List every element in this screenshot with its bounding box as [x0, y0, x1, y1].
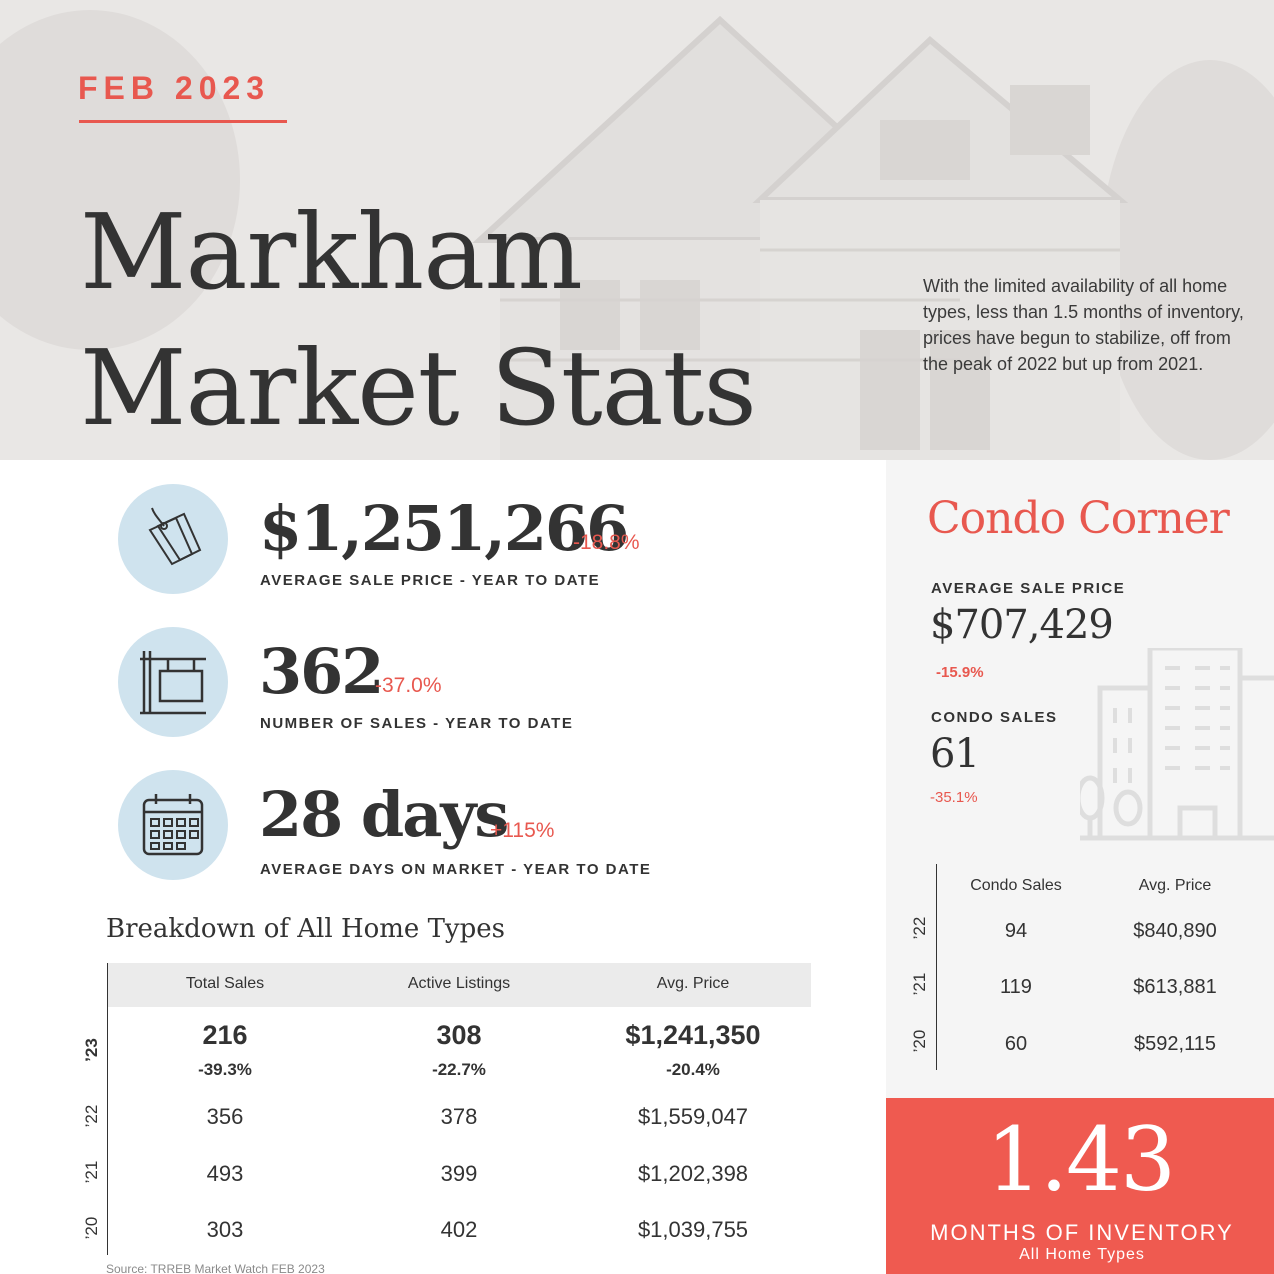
condo-table-axis-line: [936, 864, 937, 1070]
sold-sign-icon: [140, 651, 206, 715]
condo-avg-price: $707,429: [930, 602, 1114, 648]
price-tag-icon: [148, 507, 202, 566]
condo-table-cell: 94: [1004, 920, 1028, 942]
condo-column-header: Avg. Price: [1138, 877, 1212, 894]
table-cell: $1,202,398: [637, 1161, 749, 1186]
stat-label: NUMBER OF SALES - YEAR TO DATE: [260, 715, 574, 732]
stat-change: +115%: [490, 819, 555, 842]
hero-banner: FEB 2023 Markham Market Stats With the l…: [0, 0, 1274, 460]
icon-circle: [118, 484, 228, 594]
table-cell: $1,559,047: [637, 1104, 749, 1129]
report-month: FEB 2023: [78, 70, 271, 106]
months-of-inventory-sublabel: All Home Types: [1019, 1246, 1145, 1263]
icon-circle: [118, 627, 228, 737]
table-cell: 216: [202, 1020, 248, 1050]
months-of-inventory-label: MONTHS OF INVENTORY: [930, 1220, 1234, 1245]
icon-circle: [118, 770, 228, 880]
condo-table-cell: $840,890: [1133, 920, 1217, 942]
condo-row-year-label: ’22: [910, 916, 929, 940]
table-cell-change: -39.3%: [198, 1060, 252, 1079]
page-title: Markham Market Stats: [80, 184, 757, 456]
title-line-2: Market Stats: [80, 327, 757, 449]
house-background-image: [0, 0, 1274, 460]
condo-avg-price-label: AVERAGE SALE PRICE: [931, 580, 1126, 597]
row-year-label: ’22: [82, 1104, 101, 1128]
table-cell: 493: [206, 1161, 244, 1186]
condo-table-cell: $592,115: [1134, 1033, 1216, 1055]
table-cell: 308: [436, 1020, 482, 1050]
stat-label: AVERAGE DAYS ON MARKET - YEAR TO DATE: [260, 861, 652, 878]
intro-text: With the limited availability of all hom…: [923, 276, 1244, 374]
stat-number-of-sales: 362 -37.0% NUMBER OF SALES - YEAR TO DAT…: [118, 627, 838, 739]
source-note: Source: TRREB Market Watch FEB 2023: [106, 1262, 325, 1274]
condo-sales: 61: [930, 731, 980, 777]
table-cell-change: -22.7%: [432, 1060, 486, 1079]
table-cell: $1,039,755: [637, 1217, 749, 1242]
table-cell: 303: [206, 1217, 244, 1242]
row-year-label: ’20: [82, 1216, 101, 1240]
month-underline: [79, 120, 287, 123]
title-line-1: Markham: [80, 191, 583, 313]
condo-table-cell: 60: [1004, 1033, 1028, 1055]
stat-value: 28 days: [259, 778, 509, 851]
table-cell: 356: [206, 1104, 244, 1129]
condo-title: Condo Corner: [927, 493, 1230, 544]
condo-row-year-label: ’21: [910, 972, 929, 996]
stat-label: AVERAGE SALE PRICE - YEAR TO DATE: [260, 572, 601, 589]
stat-value: 362: [259, 635, 384, 708]
column-header: Avg. Price: [656, 975, 730, 992]
row-year-label: ’23: [82, 1038, 101, 1062]
condo-avg-price-change: -15.9%: [936, 664, 984, 681]
stat-days-on-market: 28 days +115% AVERAGE DAYS ON MARKET - Y…: [118, 770, 838, 882]
stat-change: -37.0%: [375, 674, 442, 697]
stat-change: -18.8%: [573, 531, 640, 554]
stat-average-sale-price: $1,251,266 -18.8% AVERAGE SALE PRICE - Y…: [118, 484, 838, 596]
condo-table-cell: $613,881: [1133, 976, 1217, 998]
stat-value: $1,251,266: [259, 492, 629, 565]
breakdown-header-row: [108, 963, 811, 1007]
table-cell: $1,241,350: [625, 1020, 761, 1050]
table-cell-change: -20.4%: [666, 1060, 720, 1079]
condo-sales-label: CONDO SALES: [931, 709, 1058, 726]
condo-table-cell: 119: [1000, 976, 1032, 998]
months-of-inventory-value: 1.43: [986, 1108, 1176, 1211]
row-year-label: ’21: [82, 1160, 101, 1184]
table-cell: 378: [440, 1104, 478, 1129]
table-cell: 399: [440, 1161, 478, 1186]
condo-row-year-label: ’20: [910, 1029, 929, 1053]
breakdown-axis-line: [107, 963, 108, 1255]
condo-column-header: Condo Sales: [970, 877, 1062, 894]
column-header: Total Sales: [185, 975, 265, 992]
calendar-icon: [142, 794, 204, 856]
inventory-box: [886, 1098, 1274, 1274]
condo-panel: [886, 460, 1274, 1098]
breakdown-title: Breakdown of All Home Types: [106, 914, 505, 944]
building-icon: [1080, 648, 1274, 841]
column-header: Active Listings: [407, 975, 511, 992]
condo-sales-change: -35.1%: [930, 789, 978, 806]
table-cell: 402: [440, 1217, 478, 1242]
